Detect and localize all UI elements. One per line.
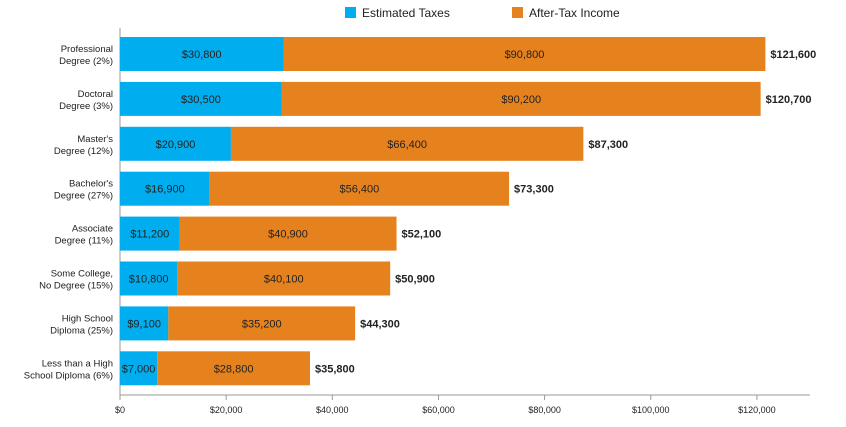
total-label: $50,900 <box>395 274 435 286</box>
bar-value-label: $28,800 <box>214 363 254 375</box>
bar-value-label: $9,100 <box>127 318 161 330</box>
category-label: Master's Degree (12%) <box>54 134 113 157</box>
bar-value-label: $11,200 <box>130 229 169 241</box>
tax-bar <box>120 81 282 116</box>
total-label: $52,100 <box>402 229 442 241</box>
x-tick-label: $60,000 <box>422 405 455 415</box>
x-tick-label: $100,000 <box>632 405 670 415</box>
total-label: $44,300 <box>360 318 400 330</box>
total-label: $87,300 <box>588 139 628 151</box>
category-label: Professional Degree (2%) <box>59 44 113 67</box>
total-label: $121,600 <box>770 49 816 61</box>
bar-value-label: $10,800 <box>129 274 169 286</box>
bar-value-label: $40,100 <box>264 274 304 286</box>
bar-value-label: $30,500 <box>181 94 221 106</box>
total-label: $35,800 <box>315 363 355 375</box>
tax-bar <box>120 261 178 296</box>
bar-value-label: $7,000 <box>122 363 156 375</box>
bar-value-label: $20,900 <box>156 139 196 151</box>
tax-bar <box>120 351 158 386</box>
legend-label: After-Tax Income <box>529 6 620 20</box>
bar-value-label: $90,800 <box>505 49 545 61</box>
tax-bar <box>120 306 169 341</box>
category-label: High School Diploma (25%) <box>50 313 113 336</box>
category-label: Associate Degree (11%) <box>55 224 113 247</box>
category-label: Bachelor's Degree (27%) <box>54 179 113 202</box>
total-label: $73,300 <box>514 184 554 196</box>
after-tax-bar <box>230 126 584 161</box>
bar-value-label: $40,900 <box>268 229 308 241</box>
after-tax-bar <box>168 306 356 341</box>
bar-value-label: $90,200 <box>501 94 541 106</box>
tax-bar <box>120 216 180 251</box>
x-tick-label: $120,000 <box>738 405 776 415</box>
tax-bar <box>120 171 210 206</box>
bar-value-label: $35,200 <box>242 318 282 330</box>
bar-value-label: $30,800 <box>182 49 222 61</box>
bar-value-label: $16,900 <box>145 184 185 196</box>
category-label: Less than a High School Diploma (6%) <box>24 358 113 381</box>
after-tax-bar <box>157 351 311 386</box>
after-tax-bar <box>179 216 397 251</box>
x-tick-label: $40,000 <box>316 405 349 415</box>
category-label: Doctoral Degree (3%) <box>59 89 113 112</box>
after-tax-bar <box>209 171 510 206</box>
x-tick-label: $20,000 <box>210 405 243 415</box>
x-tick-label: $80,000 <box>528 405 561 415</box>
after-tax-bar <box>177 261 391 296</box>
after-tax-bar <box>281 81 761 116</box>
total-label: $120,700 <box>766 94 812 106</box>
x-tick-label: $0 <box>115 405 125 415</box>
bar-value-label: $66,400 <box>387 139 427 151</box>
legend-swatch <box>345 7 356 18</box>
legend-swatch <box>512 7 523 18</box>
after-tax-bar <box>283 37 766 71</box>
legend-label: Estimated Taxes <box>362 6 450 20</box>
bar-value-label: $56,400 <box>339 184 379 196</box>
tax-bar <box>120 126 231 161</box>
category-label: Some College, No Degree (15%) <box>39 269 113 292</box>
tax-bar <box>120 37 284 71</box>
